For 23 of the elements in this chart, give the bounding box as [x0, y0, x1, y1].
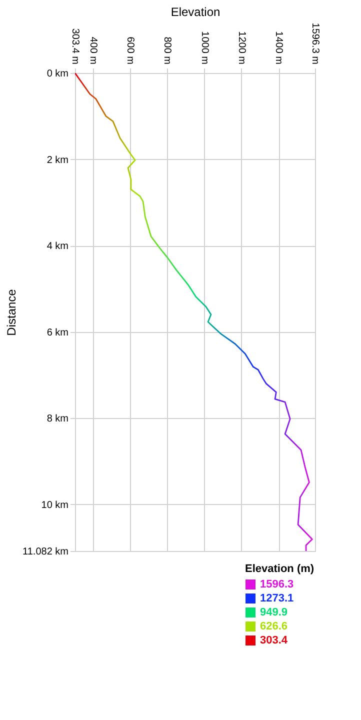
x-tick-label: 1000 m [198, 31, 210, 64]
y-axis-title: Distance [4, 288, 19, 336]
color-bar-label: 1596.3 [260, 578, 294, 590]
color-bar-label: 949.9 [260, 606, 288, 618]
x-tick-label: 1200 m [236, 31, 247, 64]
y-tick-label: 2 km [46, 154, 68, 166]
x-tick-label: 800 m [162, 36, 173, 64]
y-tick-label: 8 km [46, 414, 68, 425]
color-bar-label: 1273.1 [260, 592, 294, 604]
x-tick-label: 1400 m [273, 31, 284, 64]
x-tick-label: 1596.3 m [310, 22, 320, 64]
y-tick-label: 4 km [46, 241, 68, 252]
color-bar-label: 303.4 [260, 634, 288, 646]
x-tick-label: 303.4 m [70, 28, 80, 64]
y-tick-label: 10 km [41, 500, 68, 511]
color-bar-label: 626.6 [260, 620, 288, 632]
y-tick-label: 11.082 km [22, 546, 68, 558]
y-tick-label: 6 km [46, 327, 68, 338]
color-bar-title: Elevation (m) [245, 563, 314, 575]
x-axis-title: Elevation [170, 4, 220, 19]
x-tick-label: 400 m [87, 36, 98, 64]
x-tick-label: 600 m [124, 36, 136, 64]
y-tick-label: 0 km [46, 68, 68, 80]
